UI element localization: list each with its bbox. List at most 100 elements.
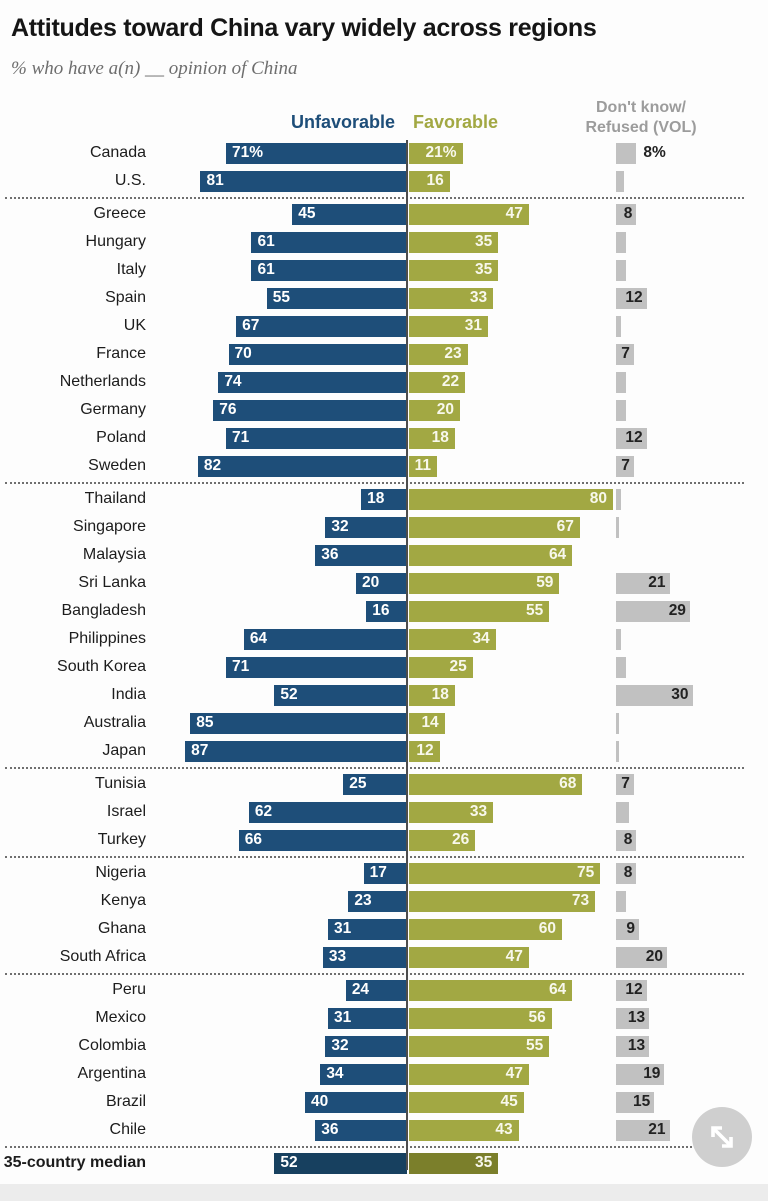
- unfavorable-value-label: 16: [372, 602, 390, 619]
- country-label: Thailand: [84, 490, 146, 507]
- chart-row: 35-country median 52 35: [0, 1149, 768, 1177]
- legend-dk-header: Don't know/ Refused (VOL): [565, 98, 717, 138]
- favorable-value-label: 68: [559, 775, 577, 792]
- favorable-bar: 22: [409, 371, 466, 393]
- favorable-value-label: 35: [475, 1154, 493, 1171]
- unfavorable-value-label: 74: [224, 373, 242, 390]
- chart-row: Italy 61 35: [0, 256, 768, 284]
- country-label: Hungary: [85, 233, 146, 250]
- unfavorable-value-label: 62: [254, 803, 273, 820]
- unfavorable-bar: 61: [251, 231, 407, 253]
- favorable-value-label: 21%: [425, 144, 457, 161]
- dk-value-label: 21: [648, 1121, 666, 1138]
- country-label: Poland: [96, 429, 146, 446]
- chart-subtitle: % who have a(n) __ opinion of China: [11, 58, 298, 79]
- dk-bar: 9: [616, 918, 639, 940]
- dk-value-label: 20: [645, 948, 663, 965]
- unfavorable-bar: 23: [348, 890, 407, 912]
- favorable-bar: 20: [409, 399, 460, 421]
- favorable-bar: 14: [409, 712, 445, 734]
- unfavorable-value-label: 66: [244, 831, 262, 848]
- chart-row: U.S. 81 16: [0, 167, 768, 195]
- expand-arrows-icon: [705, 1120, 739, 1154]
- chart-title: Attitudes toward China vary widely acros…: [11, 14, 597, 42]
- chart-row: South Korea 71 25: [0, 653, 768, 681]
- chart-row: Chile 36 43 21: [0, 1116, 768, 1144]
- country-label: Ghana: [97, 920, 146, 937]
- favorable-bar: 34: [409, 628, 496, 650]
- country-label: Nigeria: [95, 864, 146, 881]
- dk-bar: 30: [616, 684, 693, 706]
- unfavorable-bar: 36: [315, 1119, 407, 1141]
- chart-row: Kenya 23 73: [0, 887, 768, 915]
- chart-row: Ghana 31 60 9: [0, 915, 768, 943]
- unfavorable-bar: 81: [200, 170, 407, 192]
- favorable-value-label: 47: [505, 1065, 523, 1082]
- dk-value-label: 9: [626, 920, 635, 937]
- country-label: Argentina: [77, 1065, 147, 1082]
- favorable-value-label: 23: [444, 345, 462, 362]
- country-label: Spain: [105, 289, 146, 306]
- dk-value-label: 29: [668, 602, 686, 619]
- favorable-bar: 33: [409, 287, 494, 309]
- chart-row: Israel 62 33: [0, 798, 768, 826]
- unfavorable-value-label: 82: [203, 457, 222, 474]
- dk-value-label: 8: [623, 831, 633, 848]
- unfavorable-value-label: 34: [326, 1065, 344, 1082]
- unfavorable-bar: 85: [190, 712, 407, 734]
- dk-bar: 7: [616, 455, 634, 477]
- dk-bar: 12: [616, 287, 647, 309]
- chart-row: Nigeria 17 75 8: [0, 859, 768, 887]
- dk-bar: 13: [616, 1035, 650, 1057]
- group-divider: [0, 971, 768, 976]
- unfavorable-value-label: 33: [328, 948, 347, 965]
- country-label: Kenya: [100, 892, 146, 909]
- favorable-bar: 59: [409, 572, 560, 594]
- favorable-value-label: 11: [414, 457, 432, 474]
- legend-unfavorable-label: Unfavorable: [290, 112, 395, 132]
- group-divider: [0, 1144, 768, 1149]
- country-label: 35-country median: [3, 1154, 146, 1171]
- unfavorable-bar: 87: [185, 740, 407, 762]
- chart-row: Germany 76 20: [0, 396, 768, 424]
- favorable-value-label: 56: [528, 1009, 546, 1026]
- favorable-value-label: 31: [464, 317, 483, 334]
- favorable-value-label: 35: [475, 261, 493, 278]
- dk-value-label: 21: [648, 574, 666, 591]
- dk-bar: 8: [616, 203, 637, 225]
- chart-row: Brazil 40 45 15: [0, 1088, 768, 1116]
- favorable-value-label: 64: [548, 981, 567, 998]
- dk-bar: [616, 231, 627, 253]
- group-divider: [0, 765, 768, 770]
- unfavorable-value-label: 31: [333, 920, 352, 937]
- favorable-value-label: 25: [449, 658, 467, 675]
- unfavorable-bar: 33: [322, 946, 407, 968]
- favorable-value-label: 33: [469, 289, 488, 306]
- favorable-value-label: 64: [548, 546, 567, 563]
- dk-value-label: 12: [625, 981, 643, 998]
- country-label: Peru: [112, 981, 146, 998]
- unfavorable-value-label: 31: [333, 1009, 352, 1026]
- bottom-strip: [0, 1184, 768, 1201]
- favorable-bar: 26: [409, 829, 476, 851]
- country-label: Japan: [102, 742, 146, 759]
- favorable-bar: 16: [409, 170, 450, 192]
- dk-bar: [616, 399, 627, 421]
- favorable-bar: 45: [409, 1091, 524, 1113]
- unfavorable-value-label: 32: [331, 518, 349, 535]
- unfavorable-bar: 71: [225, 427, 407, 449]
- favorable-bar: 64: [409, 544, 573, 566]
- dk-bar: 7: [616, 343, 634, 365]
- unfavorable-value-label: 52: [280, 1154, 298, 1171]
- dk-bar: 8: [616, 862, 637, 884]
- chart-row: Hungary 61 35: [0, 228, 768, 256]
- unfavorable-bar: 64: [243, 628, 407, 650]
- favorable-bar: 47: [409, 203, 529, 225]
- favorable-bar: 60: [409, 918, 562, 940]
- unfavorable-bar: 70: [228, 343, 407, 365]
- unfavorable-bar: 20: [356, 572, 407, 594]
- expand-button[interactable]: [692, 1107, 752, 1167]
- unfavorable-bar: 18: [361, 488, 407, 510]
- chart-row: Greece 45 47 8: [0, 200, 768, 228]
